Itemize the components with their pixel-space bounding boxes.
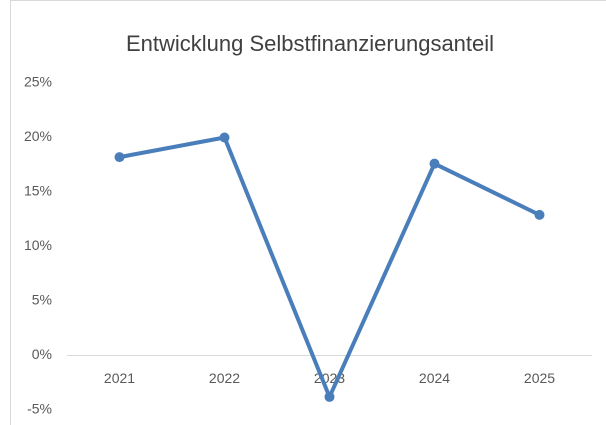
y-tick-label: 5% bbox=[32, 292, 52, 308]
chart-border bbox=[10, 0, 606, 425]
data-point bbox=[324, 391, 335, 402]
data-point bbox=[114, 152, 125, 163]
data-point bbox=[429, 158, 440, 169]
x-tick-label: 2024 bbox=[419, 370, 450, 386]
chart-title: Entwicklung Selbstfinanzierungsanteil bbox=[126, 31, 494, 56]
y-tick-label: 25% bbox=[24, 74, 52, 90]
y-tick-label: 15% bbox=[24, 183, 52, 199]
data-point bbox=[219, 132, 230, 143]
y-tick-label: 10% bbox=[24, 237, 52, 253]
x-tick-label: 2025 bbox=[524, 370, 555, 386]
y-tick-label: 0% bbox=[32, 346, 52, 362]
y-tick-label: 20% bbox=[24, 128, 52, 144]
y-tick-label: -5% bbox=[27, 401, 52, 417]
x-tick-label: 2021 bbox=[104, 370, 135, 386]
series-line bbox=[119, 135, 541, 399]
x-tick-label: 2022 bbox=[209, 370, 240, 386]
data-point bbox=[534, 209, 545, 220]
